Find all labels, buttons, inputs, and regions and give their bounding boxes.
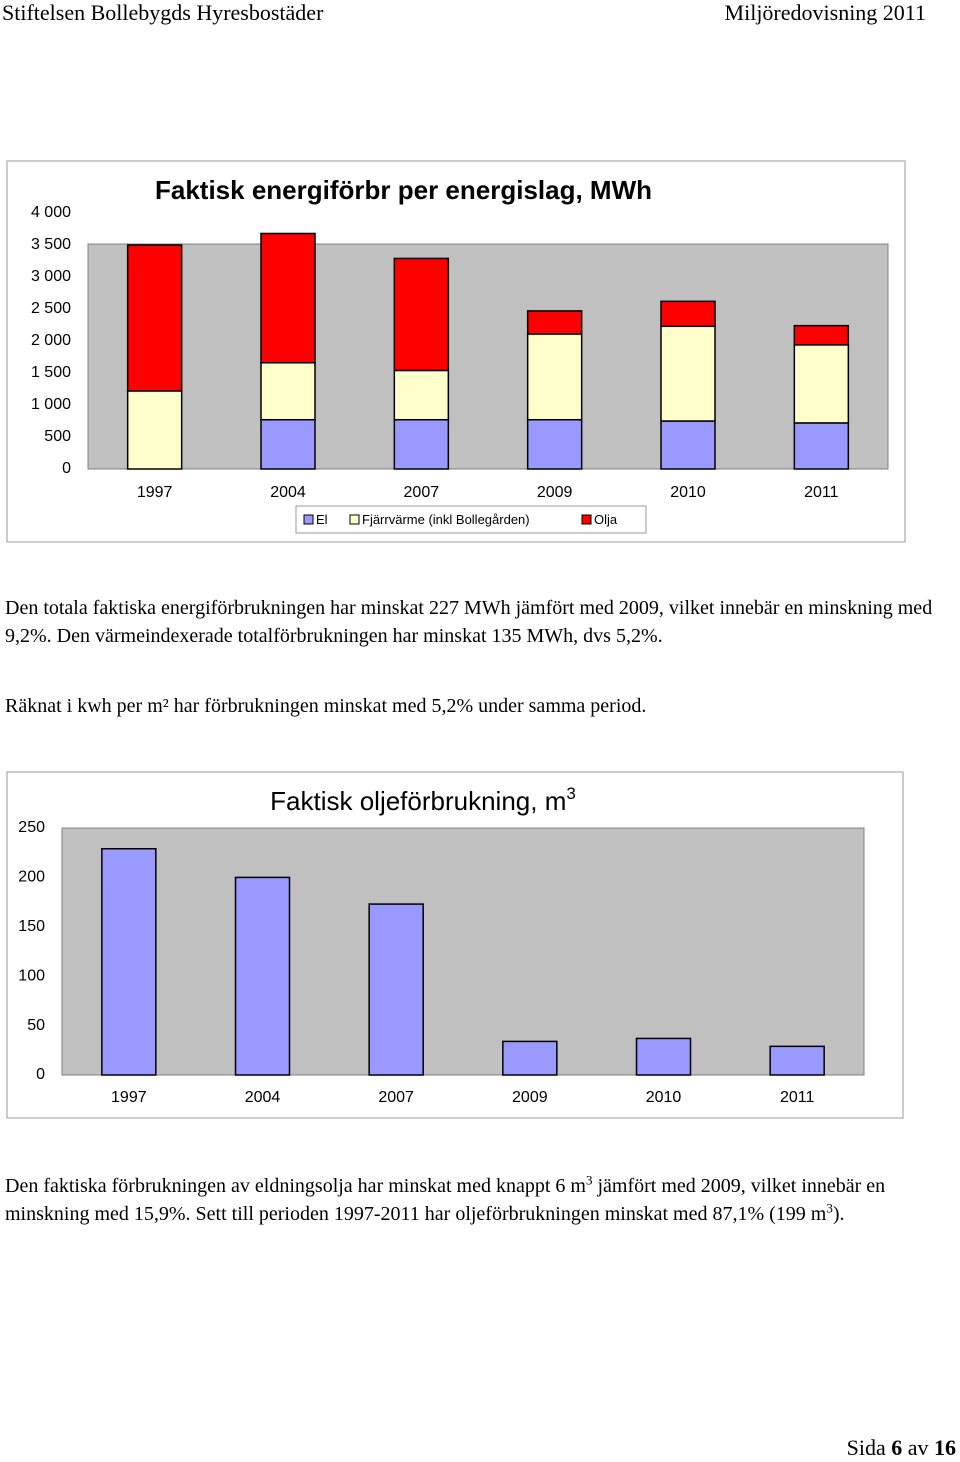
text: jämfört med 2009, vilket innebär en mins…	[5, 1175, 886, 1225]
bar	[368, 903, 424, 1076]
chart: Faktisk energiförbr per energislag, MWh 0…	[6, 160, 906, 543]
bar-segment	[393, 369, 450, 421]
title-superscript: 3	[566, 784, 575, 803]
y-tick-label: 3 500	[31, 236, 71, 253]
plot-area	[61, 827, 865, 1076]
bar-segment	[793, 422, 850, 470]
bar-segment	[660, 300, 716, 328]
y-tick-label: 250	[18, 819, 45, 836]
x-tick-label: 2011	[804, 484, 839, 501]
legend-label: Olja	[594, 512, 618, 527]
bar-segment	[660, 420, 716, 470]
y-tick-label: 3 000	[31, 268, 71, 285]
bar-segment	[393, 257, 450, 372]
bar-segment	[660, 325, 716, 422]
y-tick-label: 100	[18, 967, 45, 984]
x-tick-label: 2009	[537, 484, 573, 501]
x-tick-label: 1997	[111, 1089, 147, 1106]
bar-segment	[393, 418, 450, 470]
bar-segment	[526, 418, 583, 470]
chart: Faktisk oljeförbrukning, m3 0 50 100 150 200 2…	[6, 771, 904, 1119]
legend-swatch	[303, 514, 314, 525]
x-tick-label: 2007	[378, 1089, 414, 1106]
bar-segment	[793, 324, 850, 346]
x-tick-label: 2010	[646, 1089, 682, 1106]
bar	[635, 1037, 692, 1076]
chart-title: Faktisk energiförbr per energislag, MWh	[155, 175, 652, 205]
y-tick-label: 200	[18, 869, 45, 886]
bar-segment	[260, 232, 316, 364]
x-tick-label: 2004	[245, 1089, 281, 1106]
bold-text: 6	[891, 1435, 903, 1460]
bold-text: 16	[934, 1435, 956, 1460]
text: av	[902, 1435, 934, 1460]
x-tick-label: 2007	[404, 484, 440, 501]
bar	[234, 876, 291, 1076]
legend-label: Fjärrvärme (inkl Bollegården)	[362, 512, 530, 527]
paragraph: Den faktiska förbrukningen av eldningsol…	[5, 1172, 945, 1228]
bar	[502, 1040, 558, 1076]
superscript: 3	[826, 1200, 833, 1216]
bar-segment	[526, 310, 583, 335]
x-tick-label: 2004	[270, 484, 306, 501]
header-right: Miljöredovisning 2011	[724, 0, 926, 25]
x-tick-label: 2011	[780, 1089, 815, 1106]
legend-swatch	[581, 514, 592, 525]
y-tick-label: 2 000	[31, 332, 71, 349]
chart-title: Faktisk oljeförbrukning, m3	[270, 784, 576, 815]
header-left: Stiftelsen Bollebygds Hyresbostäder	[2, 0, 324, 25]
paragraph: Den totala faktiska energiförbrukningen …	[5, 594, 945, 650]
y-tick-label: 0	[62, 460, 71, 477]
y-tick-label: 4 000	[31, 204, 71, 221]
x-tick-label: 2009	[512, 1089, 548, 1106]
text: Den faktiska förbrukningen av eldningsol…	[5, 1175, 586, 1197]
bar-segment	[260, 418, 316, 470]
footer: Sida 6 av 16	[847, 1434, 956, 1462]
y-tick-label: 1 000	[31, 396, 71, 413]
bar-segment	[793, 344, 850, 424]
y-tick-label: 150	[18, 918, 45, 935]
text: Räknat i kwh per m² har förbrukningen mi…	[5, 695, 647, 717]
bar-segment	[126, 390, 183, 470]
bar-segment	[526, 333, 583, 421]
text: ).	[832, 1203, 845, 1225]
y-tick-label: 50	[27, 1017, 45, 1034]
text: Sida	[846, 1435, 892, 1460]
superscript: 3	[585, 1172, 593, 1188]
y-tick-label: 1 500	[31, 364, 71, 381]
y-tick-label: 500	[44, 428, 71, 445]
text: Den totala faktiska energiförbrukningen …	[5, 597, 933, 647]
y-tick-label: 2 500	[31, 300, 71, 317]
bar	[101, 847, 157, 1076]
y-tick-label: 0	[36, 1066, 45, 1083]
bar-segment	[126, 244, 183, 392]
x-tick-label: 2010	[670, 484, 706, 501]
bar-segment	[260, 362, 316, 421]
paragraph: Räknat i kwh per m² har förbrukningen mi…	[5, 692, 945, 720]
plot-area	[87, 243, 889, 470]
bar	[769, 1045, 825, 1076]
legend-label: El	[316, 512, 328, 527]
x-tick-label: 1997	[137, 484, 173, 501]
legend-swatch	[349, 514, 360, 525]
